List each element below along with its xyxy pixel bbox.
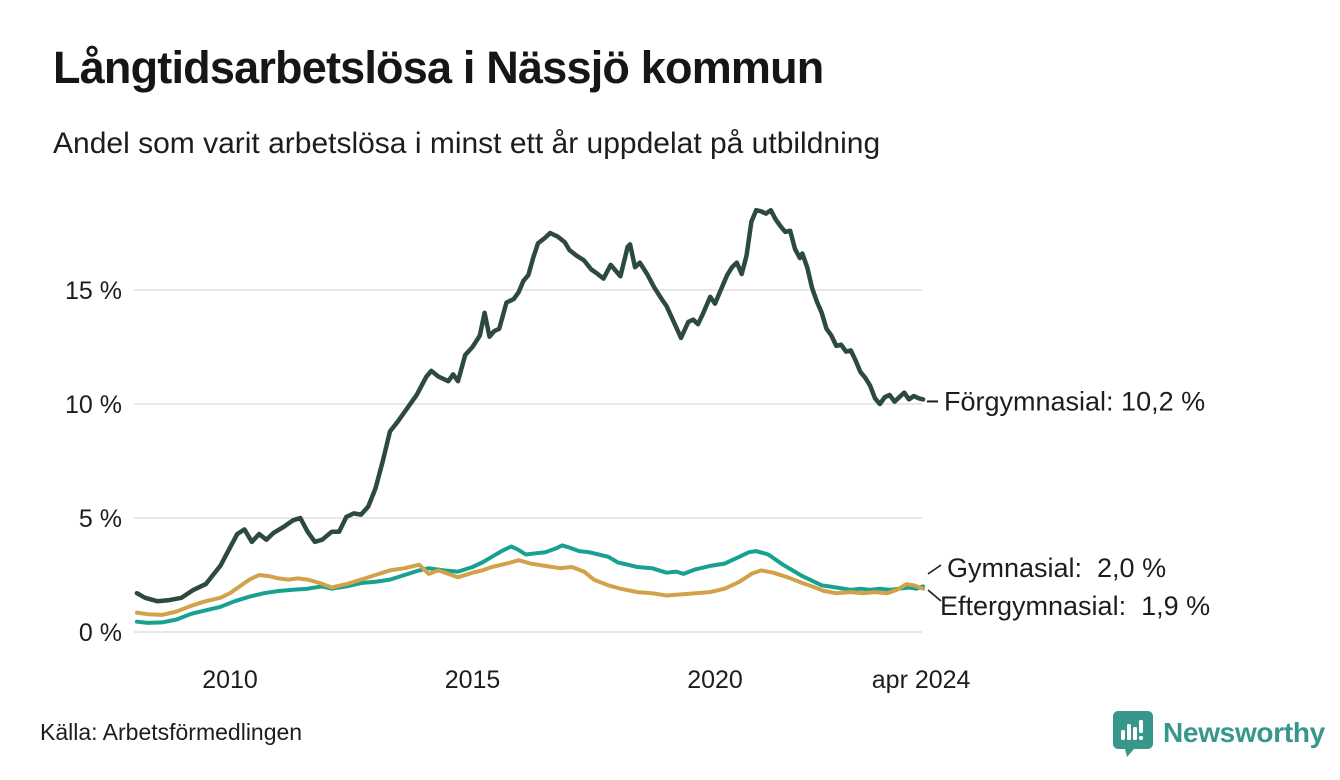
- series-line-förgymnasial: [134, 207, 926, 604]
- source-note: Källa: Arbetsförmedlingen: [40, 719, 303, 745]
- x-tick-label: 2010: [202, 666, 258, 694]
- y-tick-label: 5 %: [79, 505, 122, 533]
- page-title: Långtidsarbetslösa i Nässjö kommun: [53, 42, 824, 93]
- y-tick-label: 15 %: [65, 277, 122, 305]
- series-end-label-gymnasial: Gymnasial: 2,0 %: [947, 553, 1166, 583]
- newsworthy-logo-icon: [1113, 711, 1153, 757]
- connector-line-gymnasial: [927, 564, 942, 575]
- series-line-gymnasial: [134, 543, 926, 625]
- series-line-eftergymnasial: [134, 558, 926, 617]
- y-tick-label: 10 %: [65, 391, 122, 419]
- y-tick-label: 0 %: [79, 619, 122, 647]
- chart-subtitle: Andel som varit arbetslösa i minst ett å…: [53, 127, 881, 160]
- connector-line-eftergymnasial: [927, 589, 942, 602]
- series-end-label-eftergymnasial: Eftergymnasial: 1,9 %: [940, 591, 1210, 621]
- series-end-label-forgymnasial: Förgymnasial: 10,2 %: [944, 386, 1205, 416]
- newsworthy-wordmark: Newsworthy: [1163, 717, 1325, 748]
- x-tick-label: apr 2024: [872, 666, 971, 694]
- newsworthy-brand: Newsworthy: [1112, 708, 1325, 758]
- x-tick-label: 2015: [445, 666, 501, 694]
- x-tick-label: 2020: [687, 666, 743, 694]
